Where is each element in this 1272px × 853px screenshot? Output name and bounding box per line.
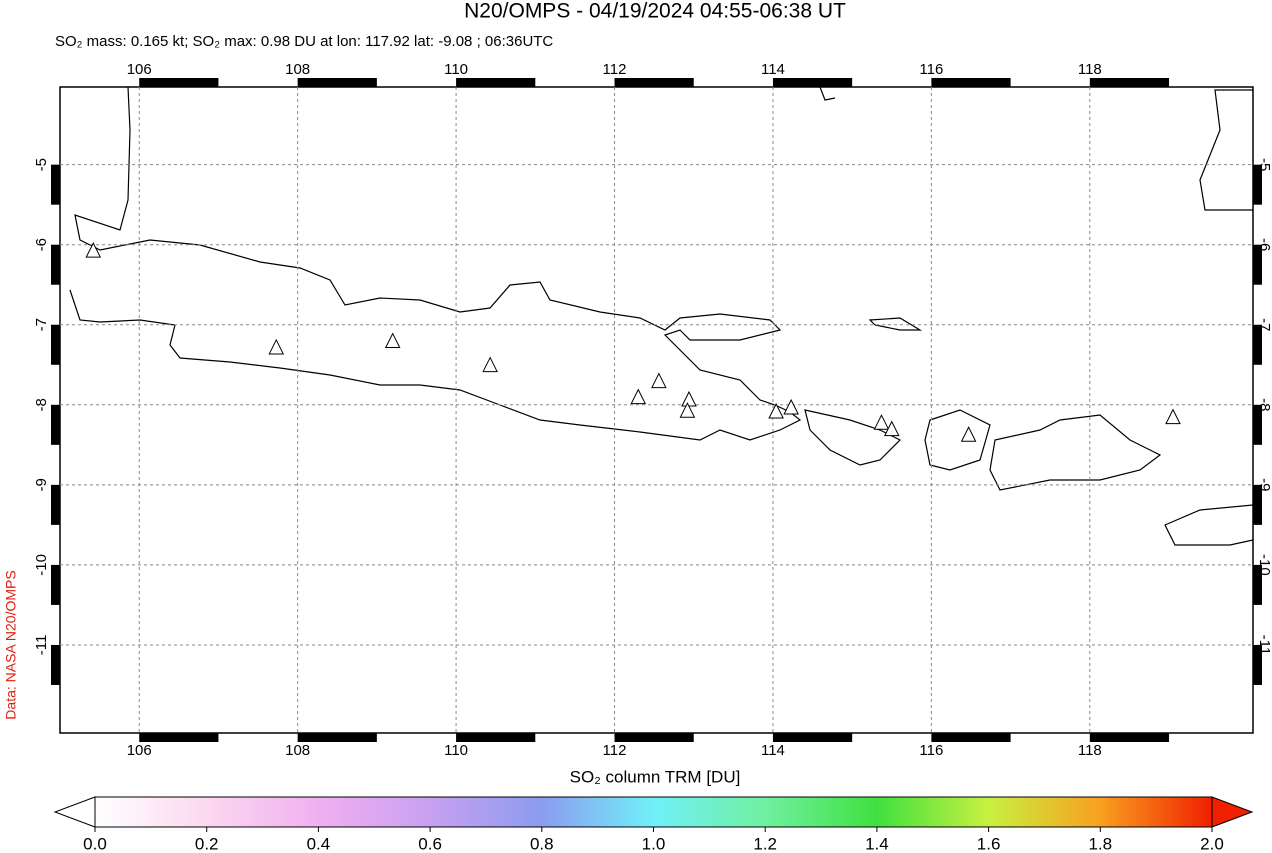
volcano <box>768 402 784 419</box>
frame-tick <box>297 733 377 742</box>
frame-tick <box>614 78 694 87</box>
volcano <box>783 398 799 415</box>
lat-label-left: -5 <box>33 158 50 171</box>
lon-label-top: 108 <box>285 61 310 78</box>
frame-tick <box>1089 733 1170 742</box>
volcano <box>482 356 498 373</box>
volcano <box>883 420 900 437</box>
frame-tick <box>614 733 694 742</box>
volcano <box>960 426 977 442</box>
colorbar <box>94 796 1213 828</box>
lat-label-right: -8 <box>1256 398 1272 411</box>
lon-label-bottom: 110 <box>444 742 468 759</box>
colorbar-over <box>1211 796 1254 828</box>
frame-tick <box>51 564 60 605</box>
frame-tick <box>51 244 60 285</box>
lon-label-top: 116 <box>919 61 943 78</box>
title: N20/OMPS - 04/19/2024 04:55-06:38 UT <box>464 0 846 23</box>
frame-tick <box>931 733 1011 742</box>
map-area <box>60 87 1253 733</box>
lon-label-top: 110 <box>444 61 468 78</box>
lon-label-bottom: 112 <box>603 742 627 759</box>
frame-tick <box>51 324 60 365</box>
colorbar-tick-label: 1.6 <box>977 834 1001 853</box>
colorbar-tick-label: 1.0 <box>642 834 666 853</box>
lon-label-bottom: 116 <box>919 742 943 759</box>
frame-tick <box>456 733 536 742</box>
frame-tick <box>1253 324 1262 365</box>
frame-tick <box>1089 78 1170 87</box>
volcano <box>679 402 696 418</box>
lat-label-right: -9 <box>1256 478 1272 491</box>
colorbar-label: SO₂ column TRM [DU] <box>570 767 741 786</box>
volcano <box>384 332 401 349</box>
lon-label-top: 114 <box>761 61 785 78</box>
volcano <box>1165 408 1181 425</box>
frame-tick <box>51 164 60 205</box>
frame-tick <box>51 484 60 525</box>
lat-label-left: -10 <box>33 554 50 576</box>
lon-label-bottom: 108 <box>285 742 310 759</box>
frame-tick <box>931 78 1011 87</box>
frame-tick <box>297 78 377 87</box>
colorbar-tick-label: 0.4 <box>307 834 331 853</box>
lon-label-bottom: 118 <box>1078 742 1102 759</box>
lat-label-right: -5 <box>1256 158 1272 171</box>
colorbar-tick-label: 1.2 <box>753 834 777 853</box>
lat-label-left: -9 <box>33 478 50 491</box>
frame-tick <box>772 78 853 87</box>
credit: Data: NASA N20/OMPS <box>3 570 19 719</box>
colorbar-tick-label: 0.8 <box>530 834 554 853</box>
colorbar-tick-label: 1.8 <box>1088 834 1112 853</box>
frame-tick <box>1253 564 1262 605</box>
frame-tick <box>1253 644 1262 685</box>
lon-label-top: 106 <box>127 61 152 78</box>
volcano <box>268 338 285 355</box>
colorbar-tick-label: 2.0 <box>1200 834 1224 853</box>
frame-tick <box>51 644 60 685</box>
volcano <box>630 388 647 405</box>
colorbar-tick-label: 1.4 <box>865 834 889 853</box>
colorbar-tick-label: 0.0 <box>83 834 107 853</box>
lon-label-top: 112 <box>603 61 627 78</box>
colorbar-tick-label: 0.2 <box>195 834 219 853</box>
coastline <box>69 87 1253 546</box>
volcano <box>85 241 102 258</box>
frame-tick <box>139 78 219 87</box>
frame-tick <box>51 404 60 445</box>
frame-tick <box>1253 164 1262 205</box>
volcano <box>651 372 667 389</box>
lat-label-right: -7 <box>1256 318 1272 331</box>
frame-tick <box>456 78 536 87</box>
colorbar-under <box>53 796 96 828</box>
lon-label-bottom: 106 <box>127 742 152 759</box>
frame-tick <box>772 733 853 742</box>
volcano <box>873 414 890 430</box>
lon-label-bottom: 114 <box>761 742 785 759</box>
lat-label-left: -11 <box>33 635 50 656</box>
lat-label-right: -6 <box>1256 238 1272 251</box>
lat-label-right: -11 <box>1256 635 1272 656</box>
frame-tick <box>1253 244 1262 285</box>
colorbar-tick-label: 0.6 <box>418 834 442 853</box>
frame-tick <box>1253 404 1262 445</box>
lat-label-left: -6 <box>33 238 50 251</box>
frame-tick <box>1253 484 1262 525</box>
lat-label-right: -10 <box>1256 554 1272 576</box>
lon-label-top: 118 <box>1078 61 1102 78</box>
subtitle: SO₂ mass: 0.165 kt; SO₂ max: 0.98 DU at … <box>55 33 553 50</box>
lat-label-left: -7 <box>33 318 50 331</box>
frame-tick <box>139 733 219 742</box>
lat-label-left: -8 <box>33 398 50 411</box>
